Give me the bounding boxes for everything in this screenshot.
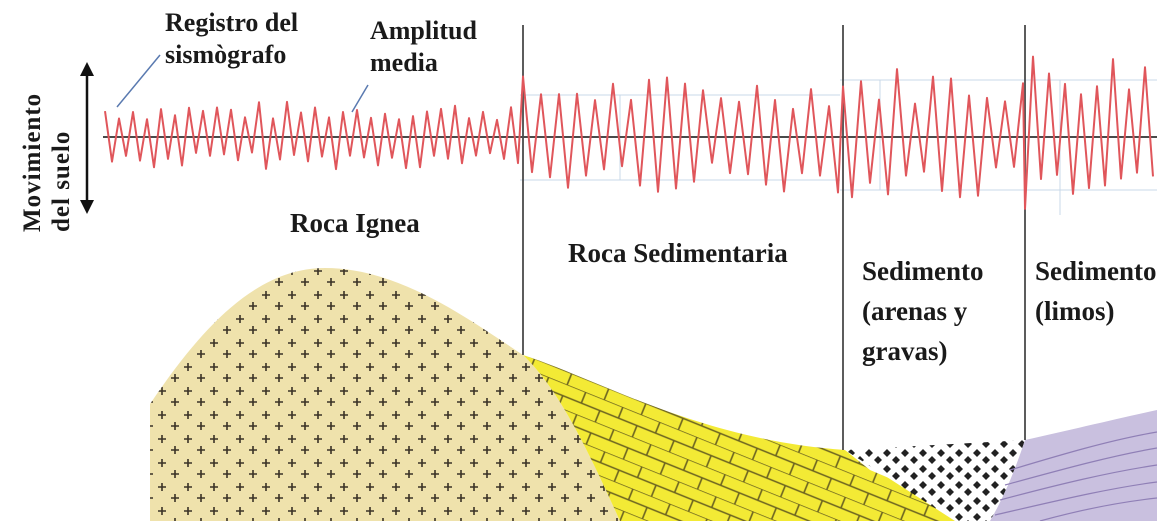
- igneous-rock-label: Roca Ignea: [290, 208, 420, 238]
- igneous-rock-body: [150, 268, 620, 521]
- sediment-sand-label-line3: gravas): [862, 336, 948, 366]
- seismograph-record-label-line1: Registro del: [165, 8, 299, 37]
- mean-amplitude-label-line2: media: [370, 48, 438, 77]
- sedimentary-rock-label: Roca Sedimentaria: [568, 238, 788, 268]
- ground-motion-arrow: [80, 62, 94, 214]
- seismograph-trace: [104, 55, 1154, 210]
- ground-motion-label-line2: del suelo: [48, 130, 75, 232]
- mean-amplitude-label-line1: Amplitud: [370, 16, 477, 45]
- seismograph-record-pointer: [116, 54, 161, 108]
- sediment-silt-label-line2: (limos): [1035, 296, 1115, 326]
- ground-motion-label-line1: Movimiento: [19, 92, 46, 232]
- mean-amplitude-pointer: [351, 84, 369, 113]
- sedimentary-rock-body: [523, 355, 990, 521]
- sediment-sand-label-line1: Sedimento: [862, 256, 984, 286]
- silt-laminations: [994, 431, 1157, 521]
- silt-body: [990, 410, 1157, 521]
- sediment-silt-label-line1: Sedimento: [1035, 256, 1157, 286]
- sediment-sand-label-line2: (arenas y: [862, 296, 968, 326]
- seismograph-record-label-line2: sismògrafo: [165, 40, 287, 69]
- sand-gravel-body: [845, 440, 1025, 521]
